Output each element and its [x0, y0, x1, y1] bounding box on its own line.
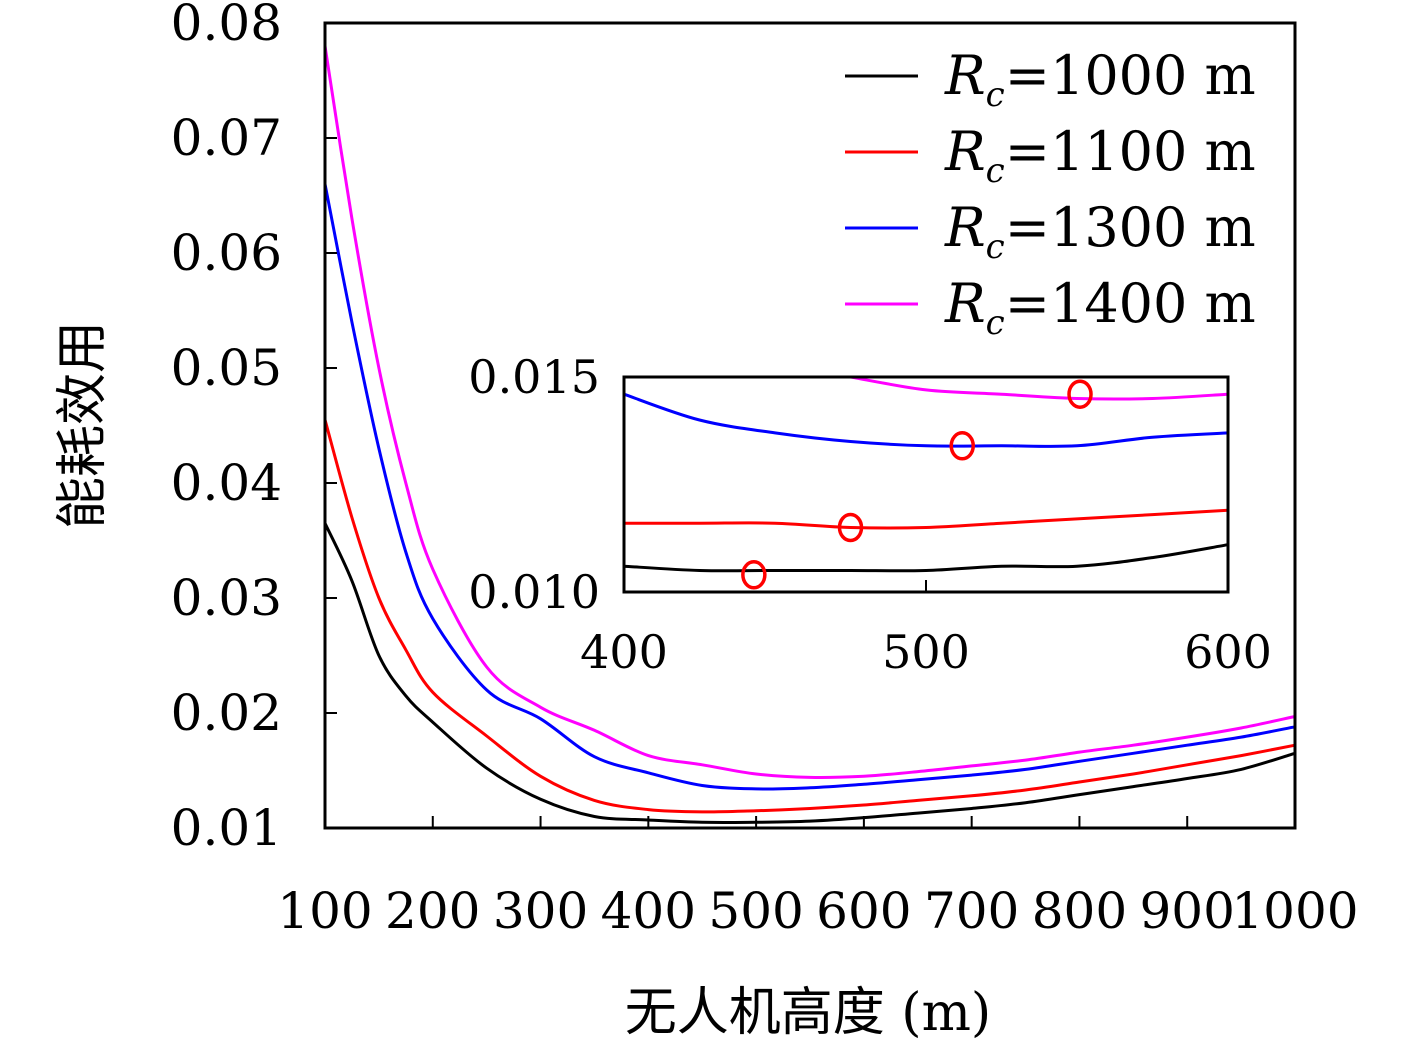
x-tick-label-200: 200 [385, 882, 480, 940]
legend-label-1: Rc=1000 m [944, 44, 1256, 115]
x-tick-label-300: 300 [493, 882, 588, 940]
inset-minimum-marker-3 [949, 431, 975, 461]
x-tick-label-900: 900 [1140, 882, 1235, 940]
x-tick-label-700: 700 [924, 882, 1019, 940]
y-axis-label: 能耗效用 [53, 321, 113, 529]
inset-minimum-marker-2 [837, 512, 864, 543]
y-tick-label-1: 0.01 [171, 799, 282, 857]
x-axis-label: 无人机高度 (m) [625, 983, 991, 1043]
series-line-3 [323, 183, 1296, 791]
y-tick-label-4: 0.04 [171, 454, 282, 512]
inset-y-tick-label-1: 0.010 [468, 565, 600, 619]
series-line-2 [323, 419, 1296, 814]
inset-series-line-2 [624, 508, 1229, 530]
inset-minimum-marker-4 [1067, 379, 1093, 409]
x-tick-label-500: 500 [708, 882, 803, 940]
inset-x-tick-label-600: 600 [1184, 625, 1272, 679]
inset-axis-ticks: 400 500 600 0.010 0.015 [468, 350, 1272, 679]
x-tick-label-600: 600 [816, 882, 911, 940]
inset-plot: 400 500 600 0.010 0.015 [468, 350, 1272, 679]
x-tick-label-800: 800 [1032, 882, 1127, 940]
x-tick-label-1000: 1000 [1231, 882, 1358, 940]
y-tick-label-5: 0.05 [171, 339, 282, 397]
x-tick-label-400: 400 [601, 882, 696, 940]
legend-label-2: Rc=1100 m [944, 120, 1256, 191]
y-tick-label-6: 0.06 [171, 224, 282, 282]
inset-series-line-1 [623, 543, 1229, 573]
y-tick-label-3: 0.03 [171, 569, 282, 627]
legend-label-4: Rc=1400 m [944, 272, 1256, 343]
y-tick-label-8: 0.08 [171, 0, 282, 52]
legend: Rc=1000 mRc=1100 mRc=1300 mRc=1400 m [845, 44, 1256, 343]
series-line-4 [323, 45, 1296, 780]
main-plot-frame [323, 21, 1297, 830]
inset-background [624, 377, 1228, 592]
inset-minimum-marker-1 [741, 560, 767, 590]
legend-label-3: Rc=1300 m [944, 196, 1256, 267]
inset-minimum-markers [741, 379, 1093, 590]
inset-series-line-3 [623, 392, 1229, 448]
inset-y-tick-label-2: 0.015 [468, 350, 600, 404]
inset-series-line-4 [850, 375, 1229, 401]
y-tick-label-2: 0.02 [171, 684, 282, 742]
main-axis-ticks: 100 200 300 400 500 600 700 800 90010000.010.020… [171, 0, 1359, 940]
inset-x-tick-label-500: 500 [882, 625, 970, 679]
x-tick-label-100: 100 [277, 882, 372, 940]
inset-series-group [623, 375, 1229, 573]
inset-x-tick-label-400: 400 [580, 625, 668, 679]
y-tick-label-7: 0.07 [171, 109, 282, 167]
